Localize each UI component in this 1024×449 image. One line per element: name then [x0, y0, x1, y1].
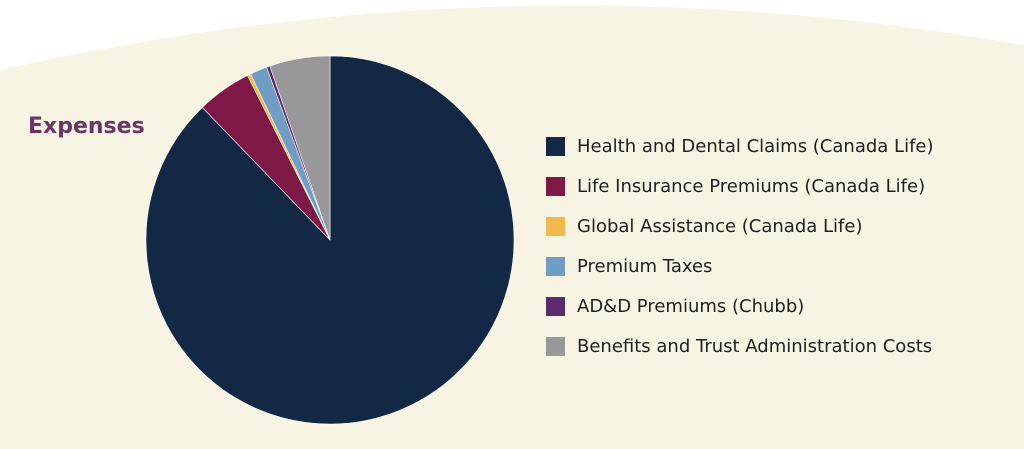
legend-swatch [546, 136, 565, 156]
legend-swatch [546, 256, 565, 276]
legend-label: Premium Taxes [577, 255, 713, 277]
legend-swatch [546, 336, 565, 356]
legend-item-3: Global Assistance (Canada Life) [546, 206, 934, 246]
pie-slice-6 [269, 55, 331, 241]
chart-title: Expenses [28, 114, 145, 139]
legend-item-5: AD&D Premiums (Chubb) [546, 286, 934, 326]
legend-swatch [546, 216, 565, 236]
legend-label: Global Assistance (Canada Life) [577, 215, 863, 237]
legend-swatch [546, 176, 565, 196]
legend-item-1: Health and Dental Claims (Canada Life) [546, 126, 934, 166]
legend-label: Life Insurance Premiums (Canada Life) [577, 175, 926, 197]
legend-label: Health and Dental Claims (Canada Life) [577, 135, 934, 157]
legend-label: AD&D Premiums (Chubb) [577, 295, 805, 317]
legend-swatch [546, 296, 565, 316]
legend-item-2: Life Insurance Premiums (Canada Life) [546, 166, 934, 206]
legend-item-6: Benefits and Trust Administration Costs [546, 326, 934, 366]
legend: Health and Dental Claims (Canada Life) Li… [546, 126, 934, 366]
legend-item-4: Premium Taxes [546, 246, 934, 286]
legend-label: Benefits and Trust Administration Costs [577, 335, 933, 357]
